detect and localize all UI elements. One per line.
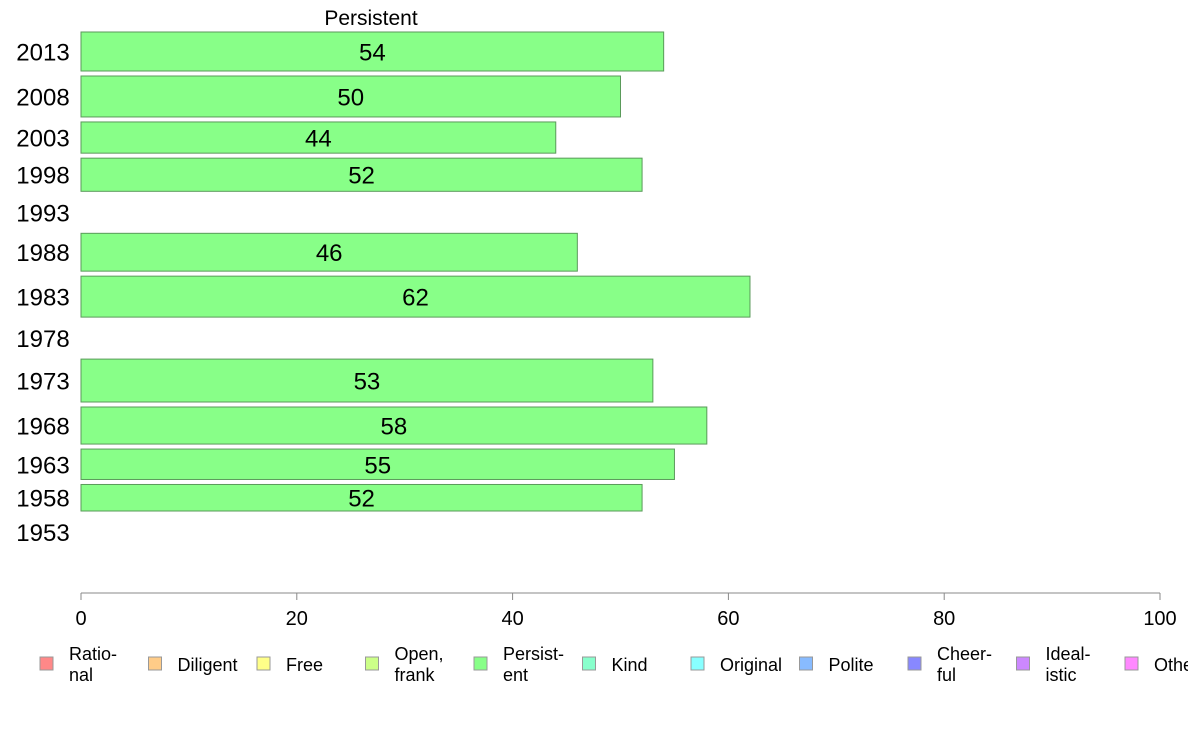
bar-value-label: 46 bbox=[316, 240, 343, 267]
year-label: 1993 bbox=[16, 200, 69, 227]
year-label: 2008 bbox=[16, 84, 69, 111]
legend-label: Ideal- bbox=[1046, 644, 1091, 664]
bar bbox=[80, 232, 578, 272]
legend-swatch bbox=[256, 656, 271, 671]
year-label: 1963 bbox=[16, 452, 69, 479]
legend-swatch bbox=[799, 656, 813, 671]
legend-label: Polite bbox=[829, 655, 874, 675]
legend-swatch bbox=[907, 656, 922, 671]
bar bbox=[80, 157, 643, 192]
legend-label: istic bbox=[1046, 665, 1077, 685]
legend-swatch bbox=[1124, 656, 1139, 671]
x-axis: 0 20 40 60 80 100 bbox=[75, 592, 1177, 630]
bar-value-label: 58 bbox=[381, 414, 408, 441]
bar bbox=[80, 75, 621, 118]
x-tick-label: 80 bbox=[933, 608, 955, 630]
chart-title: Persistent bbox=[324, 7, 418, 30]
legend-swatch bbox=[148, 656, 162, 671]
bar-value-label: 52 bbox=[348, 486, 375, 513]
year-label: 2003 bbox=[16, 126, 69, 153]
year-label: 2013 bbox=[16, 40, 69, 67]
bar bbox=[80, 406, 708, 445]
x-tick-label: 40 bbox=[501, 608, 523, 630]
legend-label: ent bbox=[503, 665, 528, 685]
legend-label: Other bbox=[1154, 655, 1188, 675]
legend-swatch bbox=[582, 656, 596, 671]
legend-label: Persist- bbox=[503, 644, 564, 664]
legend-swatch bbox=[473, 656, 488, 671]
bar bbox=[80, 31, 665, 72]
bar bbox=[80, 448, 675, 480]
year-label: 1998 bbox=[16, 163, 69, 190]
bar-value-label: 53 bbox=[354, 369, 381, 396]
legend-label: ful bbox=[937, 665, 956, 685]
bar-value-label: 55 bbox=[364, 452, 391, 479]
x-tick-label: 0 bbox=[75, 608, 86, 630]
bar-value-label: 50 bbox=[337, 84, 364, 111]
year-label: 1978 bbox=[16, 326, 69, 353]
year-label: 1988 bbox=[16, 240, 69, 267]
legend-label: nal bbox=[69, 665, 93, 685]
x-tick-label: 100 bbox=[1143, 608, 1176, 630]
legend: Ratio-nal Diligent Free Open,frank Persist-e… bbox=[39, 644, 1188, 685]
bar-value-label: 54 bbox=[359, 40, 386, 67]
year-label: 1968 bbox=[16, 414, 69, 441]
legend-label: Original bbox=[720, 655, 782, 675]
legend-swatch bbox=[39, 656, 54, 671]
bar bbox=[80, 121, 557, 154]
legend-swatch bbox=[690, 656, 705, 671]
year-label: 1953 bbox=[16, 520, 69, 547]
legend-label: Free bbox=[286, 655, 323, 675]
bar bbox=[80, 275, 751, 318]
x-tick-label: 20 bbox=[286, 608, 308, 630]
legend-label: Diligent bbox=[178, 655, 238, 675]
legend-label: frank bbox=[395, 665, 436, 685]
year-label: 1958 bbox=[16, 486, 69, 513]
bar bbox=[80, 358, 654, 403]
year-labels: 2013 2008 2003 1998 1993 1988 1983 1978 1973 1968… bbox=[16, 40, 69, 547]
bar bbox=[80, 483, 643, 512]
bar-value-label: 44 bbox=[305, 126, 332, 153]
bar-value-label: 62 bbox=[402, 285, 429, 312]
bar-value-label: 52 bbox=[348, 163, 375, 190]
legend-swatch bbox=[365, 656, 379, 671]
x-tick-label: 60 bbox=[717, 608, 739, 630]
legend-swatch bbox=[1016, 656, 1030, 671]
legend-label: Open, bbox=[395, 644, 444, 664]
legend-label: Cheer- bbox=[937, 644, 992, 664]
year-label: 1973 bbox=[16, 369, 69, 396]
legend-label: Kind bbox=[612, 655, 648, 675]
year-label: 1983 bbox=[16, 285, 69, 312]
legend-label: Ratio- bbox=[69, 644, 117, 664]
